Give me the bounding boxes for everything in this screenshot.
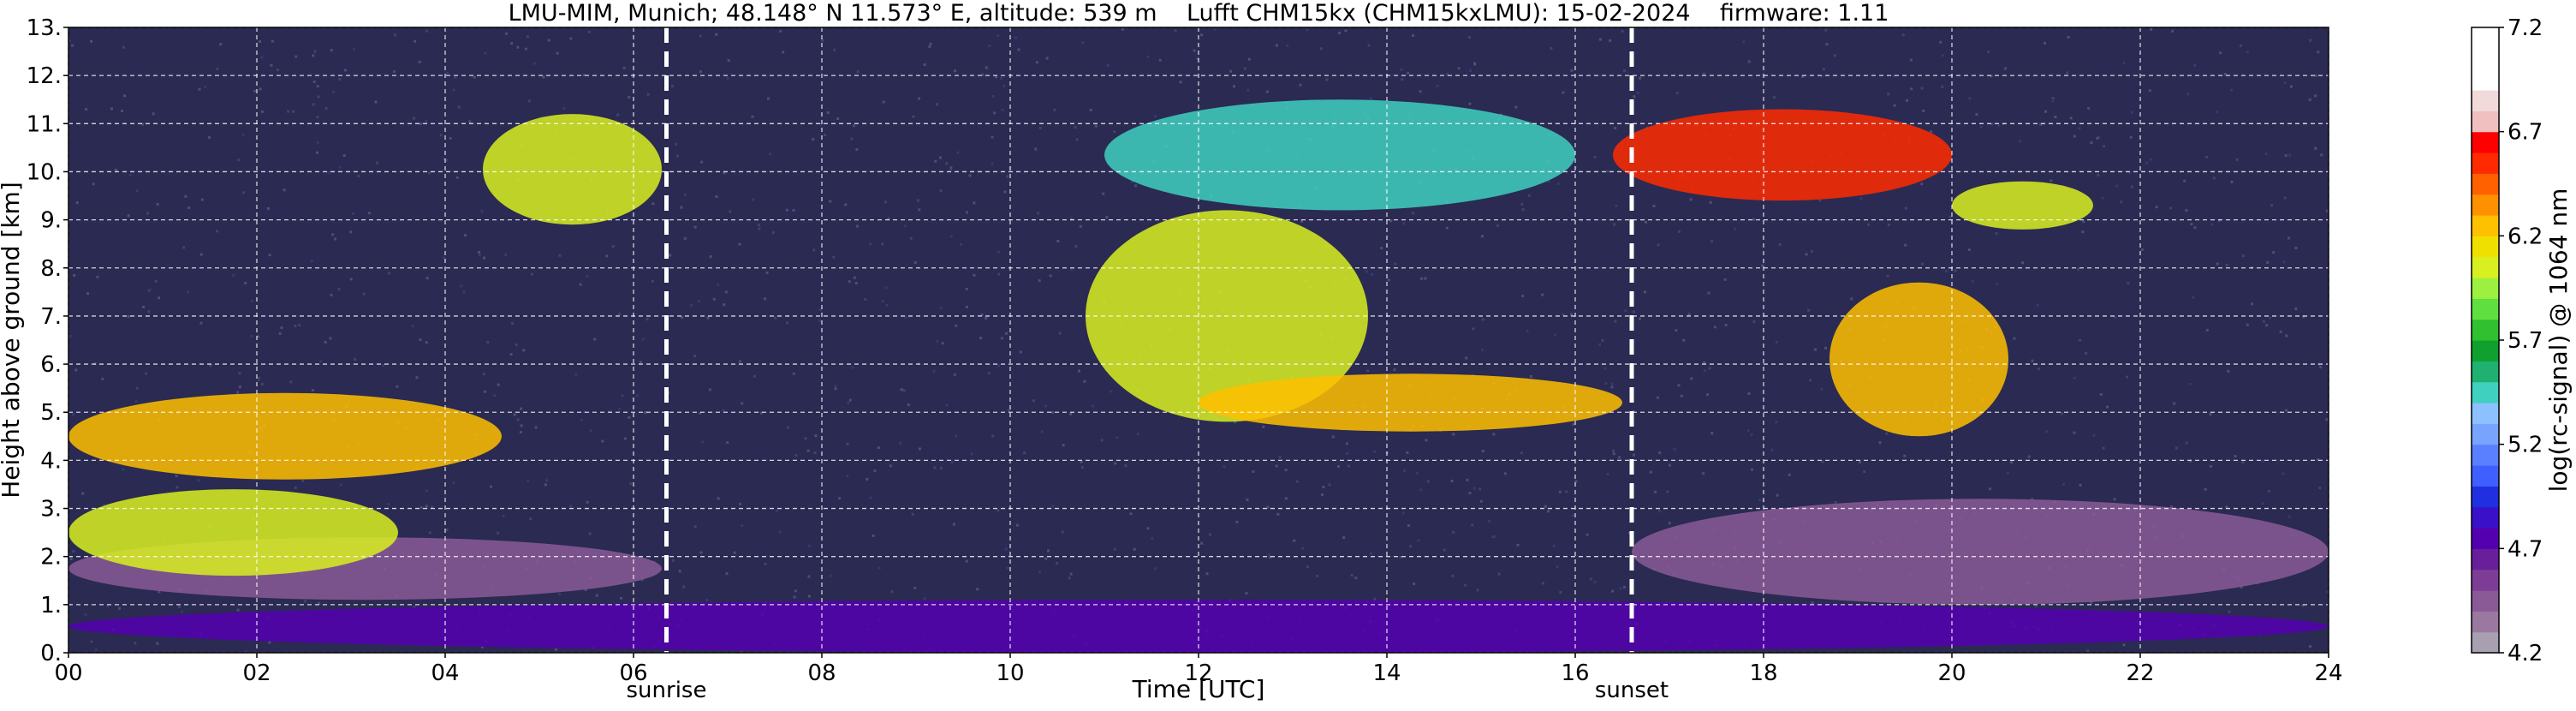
colorbar-label: log(rc-signal) @ 1064 nm xyxy=(2544,188,2573,493)
y-tick-label: 12. xyxy=(27,63,62,89)
colorbar-segment xyxy=(2472,486,2499,508)
colorbar-segment xyxy=(2472,69,2499,91)
colorbar-segment xyxy=(2472,423,2499,445)
colorbar-segment xyxy=(2472,131,2499,153)
sunset-label: sunset xyxy=(1595,678,1669,703)
x-tick-label: 16 xyxy=(1561,660,1589,686)
y-tick-label: 1. xyxy=(40,593,62,618)
feature-low-cloud xyxy=(68,489,398,577)
y-tick-label: 10. xyxy=(27,159,62,185)
grid-lines xyxy=(68,27,2329,653)
feature-residual-layer-evening xyxy=(1632,499,2329,605)
colorbar-segment xyxy=(2472,361,2499,383)
colorbar-tick-label: 7.2 xyxy=(2508,15,2543,41)
x-tick-label: 00 xyxy=(54,660,82,686)
x-tick-label: 10 xyxy=(996,660,1024,686)
colorbar-tick-label: 5.2 xyxy=(2508,433,2543,458)
y-tick-label: 7. xyxy=(40,304,62,330)
y-tick-label: 4. xyxy=(40,448,62,474)
y-tick-label: 5. xyxy=(40,400,62,426)
y-tick-label: 8. xyxy=(40,256,62,282)
x-tick-label: 14 xyxy=(1372,660,1401,686)
colorbar-segment xyxy=(2472,111,2499,133)
feature-cirrus-morning xyxy=(483,114,662,225)
colorbar-segment xyxy=(2472,590,2499,612)
sunrise-label: sunrise xyxy=(627,678,707,703)
colorbar-tick-label: 6.7 xyxy=(2508,120,2543,146)
colorbar-segment xyxy=(2472,465,2499,487)
chart-title: LMU-MIM, Munich; 48.148° N 11.573° E, al… xyxy=(509,0,1889,27)
colorbar-segment xyxy=(2472,298,2499,320)
y-tick-label: 11. xyxy=(27,111,62,137)
colorbar-tick-label: 4.2 xyxy=(2508,641,2543,666)
colorbar: 4.2 4.7 5.2 5.7 6.2 6.7 7.2 xyxy=(2471,15,2543,666)
colorbar-segment xyxy=(2472,215,2499,236)
y-tick-label: 2. xyxy=(40,545,62,571)
feature-midlevel-cloud-morning xyxy=(68,392,502,480)
colorbar-segment xyxy=(2472,236,2499,258)
colorbar-segment xyxy=(2472,548,2499,571)
x-axis-label: Time [UTC] xyxy=(1132,675,1265,703)
colorbar-segment xyxy=(2472,506,2499,529)
y-tick-label: 3. xyxy=(40,497,62,523)
colorbar-segment xyxy=(2472,27,2499,49)
colorbar-segment xyxy=(2472,278,2499,299)
colorbar-segment xyxy=(2472,152,2499,174)
feature-cirrus-evening xyxy=(1613,109,1952,201)
x-tick-label: 04 xyxy=(431,660,459,686)
y-tick-label: 13. xyxy=(27,15,62,41)
x-tick-label: 06 xyxy=(619,660,647,686)
colorbar-segment xyxy=(2472,381,2499,403)
colorbar-tick-label: 6.2 xyxy=(2508,224,2543,249)
colorbar-segment xyxy=(2472,173,2499,195)
colorbar-segment xyxy=(2472,194,2499,216)
colorbar-segment xyxy=(2472,319,2499,341)
colorbar-tick-label: 5.7 xyxy=(2508,328,2543,354)
colorbar-tick-label: 4.7 xyxy=(2508,536,2543,562)
feature-cirrus-late xyxy=(1952,181,2093,230)
y-axis-label: Height above ground [km] xyxy=(0,182,25,499)
x-tick-label: 12 xyxy=(1184,660,1212,686)
y-tick-label: 0. xyxy=(40,641,62,666)
x-tick-label: 02 xyxy=(242,660,271,686)
colorbar-segment xyxy=(2472,90,2499,111)
x-axis: 00 02 04 06 08 10 12 14 16 18 20 22 24 sunrise sunset xyxy=(54,653,2343,703)
colorbar-segment xyxy=(2472,569,2499,591)
y-axis: 0. 1. 2. 3. 4. 5. 6. 7. 8. 9. 10. 11. 12. 13. xyxy=(27,15,68,666)
colorbar-segment xyxy=(2472,528,2499,549)
colorbar-segment xyxy=(2472,611,2499,633)
y-tick-label: 9. xyxy=(40,208,62,234)
x-tick-label: 22 xyxy=(2126,660,2154,686)
feature-cirrus-top-midday xyxy=(1104,99,1575,211)
colorbar-segment xyxy=(2472,256,2499,278)
feature-cirrus-fall-streaks xyxy=(1829,282,2008,437)
x-tick-label: 20 xyxy=(1937,660,1966,686)
x-tick-label: 08 xyxy=(807,660,836,686)
x-tick-label: 24 xyxy=(2314,660,2342,686)
colorbar-segment xyxy=(2472,631,2499,654)
colorbar-segment xyxy=(2472,444,2499,466)
plot-area xyxy=(68,27,2329,653)
feature-cloud-base-afternoon xyxy=(1199,373,1622,432)
colorbar-segment xyxy=(2472,403,2499,424)
x-tick-label: 18 xyxy=(1749,660,1777,686)
colorbar-segment xyxy=(2472,48,2499,70)
y-tick-label: 6. xyxy=(40,352,62,378)
colorbar-segment xyxy=(2472,340,2499,361)
